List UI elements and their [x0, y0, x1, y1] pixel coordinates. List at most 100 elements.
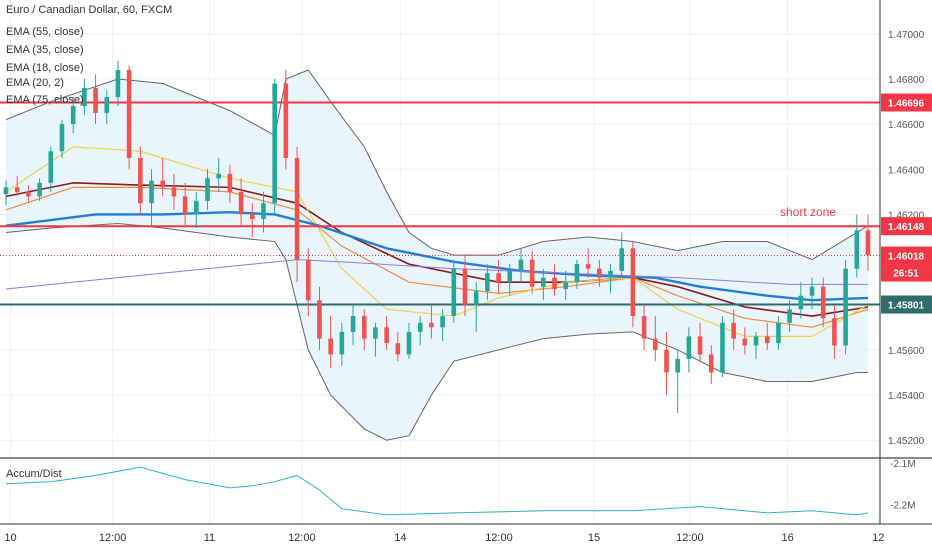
y-tick-label: 1.46800	[888, 75, 925, 86]
candle[interactable]	[641, 316, 647, 339]
candle[interactable]	[619, 248, 625, 271]
accum-dist-pane	[0, 457, 932, 516]
candle[interactable]	[3, 187, 9, 195]
candle[interactable]	[115, 69, 121, 98]
candle[interactable]	[70, 106, 76, 125]
candle[interactable]	[529, 259, 535, 287]
short-zone-annotation: short zone	[780, 205, 836, 219]
candle[interactable]	[440, 316, 445, 328]
candle[interactable]	[194, 200, 199, 215]
countdown-bg	[881, 264, 932, 282]
candle[interactable]	[37, 182, 42, 197]
ema-line-4	[5, 259, 868, 290]
candle[interactable]	[317, 300, 322, 339]
candle[interactable]	[294, 158, 300, 260]
candle[interactable]	[865, 230, 871, 256]
candle[interactable]	[149, 180, 154, 204]
candle[interactable]	[809, 286, 815, 296]
legend-ema-55[interactable]: EMA (55, close)	[6, 26, 84, 38]
candle[interactable]	[395, 343, 401, 355]
candle[interactable]	[171, 187, 177, 197]
candle[interactable]	[272, 83, 277, 204]
candle[interactable]	[720, 322, 725, 373]
candle[interactable]	[305, 259, 311, 301]
candle[interactable]	[14, 187, 20, 192]
candle[interactable]	[350, 316, 356, 332]
candle[interactable]	[764, 336, 770, 344]
candle[interactable]	[485, 273, 490, 292]
candle[interactable]	[574, 264, 580, 283]
candle[interactable]	[585, 264, 591, 269]
candle[interactable]	[787, 309, 792, 323]
candle[interactable]	[59, 124, 65, 152]
candle[interactable]	[93, 88, 98, 113]
candle[interactable]	[507, 270, 513, 283]
candle[interactable]	[26, 191, 31, 197]
candle[interactable]	[518, 259, 524, 271]
candle[interactable]	[361, 316, 367, 339]
x-tick-label: 12:00	[288, 532, 316, 544]
candle[interactable]	[429, 322, 434, 328]
candle[interactable]	[451, 268, 457, 317]
candle[interactable]	[160, 180, 166, 188]
candle[interactable]	[563, 282, 569, 289]
candle[interactable]	[541, 277, 546, 287]
candle[interactable]	[205, 178, 210, 201]
candle[interactable]	[283, 83, 289, 159]
legend-ema-75[interactable]: EMA (75, close)	[6, 94, 84, 106]
candle[interactable]	[697, 336, 703, 355]
legend-ema-20[interactable]: EMA (20, 2)	[6, 77, 65, 89]
candle[interactable]	[473, 291, 479, 305]
candle[interactable]	[406, 331, 412, 355]
candle[interactable]	[652, 338, 658, 350]
candle[interactable]	[843, 268, 848, 346]
candle[interactable]	[854, 230, 860, 269]
chart-title: Euro / Canadian Dollar, 60, FXCM	[6, 4, 173, 16]
candle[interactable]	[48, 151, 54, 183]
candle[interactable]	[82, 88, 87, 107]
current-price-tag: 1.46018	[888, 252, 925, 263]
candles[interactable]	[3, 60, 871, 414]
candle[interactable]	[104, 97, 110, 113]
candle[interactable]	[238, 191, 244, 215]
candle[interactable]	[138, 158, 143, 204]
candle[interactable]	[798, 295, 804, 310]
candle[interactable]	[597, 268, 602, 278]
candle[interactable]	[731, 322, 736, 339]
candle[interactable]	[417, 322, 423, 332]
candle[interactable]	[686, 336, 692, 359]
candle[interactable]	[832, 318, 837, 346]
candle[interactable]	[384, 327, 389, 344]
legend-ema-18[interactable]: EMA (18, close)	[6, 62, 84, 74]
candle[interactable]	[664, 349, 669, 373]
legend-ema-35[interactable]: EMA (35, close)	[6, 44, 84, 56]
candle[interactable]	[496, 273, 501, 283]
candle[interactable]	[776, 322, 781, 344]
level-price-tag-1: 1.46148	[888, 222, 925, 233]
candle[interactable]	[630, 248, 636, 317]
level-price-tag-2-bg	[881, 295, 932, 314]
x-tick-label: 12:00	[99, 532, 127, 544]
candle[interactable]	[261, 203, 266, 219]
candle[interactable]	[552, 277, 557, 289]
candle[interactable]	[339, 331, 345, 355]
candle[interactable]	[820, 286, 826, 319]
candle[interactable]	[126, 69, 132, 159]
candle[interactable]	[608, 270, 613, 278]
level-price-tag-1-bg	[881, 217, 932, 236]
candle[interactable]	[249, 214, 255, 219]
candle[interactable]	[708, 354, 714, 373]
candle[interactable]	[216, 173, 222, 179]
candle[interactable]	[328, 338, 333, 355]
candle[interactable]	[742, 338, 748, 346]
candle[interactable]	[753, 336, 759, 346]
candle[interactable]	[182, 196, 188, 215]
candle[interactable]	[373, 327, 378, 339]
current-price-tag-bg	[881, 246, 932, 265]
candle[interactable]	[462, 268, 468, 305]
x-tick-label: 15	[588, 532, 600, 544]
bollinger-bands	[5, 69, 869, 441]
candle[interactable]	[675, 358, 680, 373]
candle[interactable]	[227, 173, 233, 192]
